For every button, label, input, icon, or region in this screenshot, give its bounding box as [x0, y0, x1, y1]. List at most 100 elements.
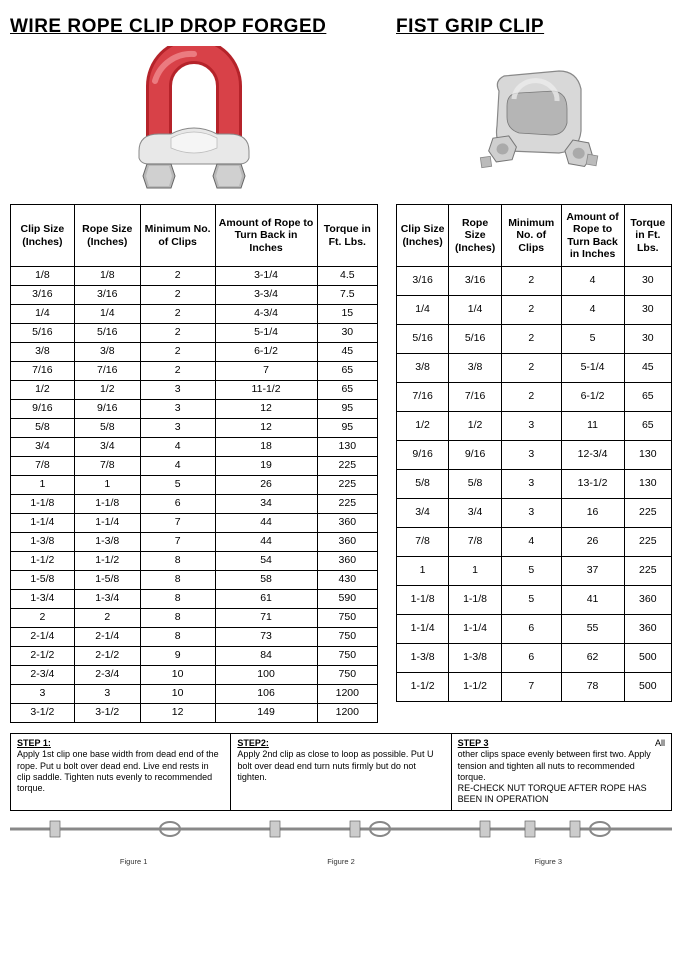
table-cell: 6-1/2: [215, 343, 317, 362]
table-row: 11526225: [11, 476, 378, 495]
step-title: STEP 3: [458, 738, 489, 748]
table-cell: 5/16: [397, 325, 449, 354]
table-cell: 750: [317, 609, 377, 628]
table-cell: 65: [624, 412, 671, 441]
table-cell: 78: [561, 673, 624, 702]
table-cell: 58: [215, 571, 317, 590]
figure-1-label: Figure 1: [30, 857, 237, 866]
table-cell: 9: [140, 647, 215, 666]
table-cell: 1: [449, 557, 502, 586]
table-cell: 3: [74, 685, 140, 704]
table-cell: 9/16: [397, 441, 449, 470]
table-cell: 3: [140, 400, 215, 419]
table-cell: 2: [501, 296, 561, 325]
table-cell: 130: [624, 470, 671, 499]
table-cell: 360: [317, 533, 377, 552]
table-cell: 1/2: [74, 381, 140, 400]
table-cell: 54: [215, 552, 317, 571]
table-cell: 1/8: [11, 267, 75, 286]
table-cell: 590: [317, 590, 377, 609]
table-row: 33101061200: [11, 685, 378, 704]
table-cell: 95: [317, 400, 377, 419]
table-cell: 13-1/2: [561, 470, 624, 499]
table-cell: 1-1/8: [11, 495, 75, 514]
installation-steps: STEP 1:Apply 1st clip one base width fro…: [10, 733, 672, 811]
table-row: 1-1/41-1/4655360: [397, 615, 672, 644]
table-cell: 5-1/4: [215, 324, 317, 343]
table-cell: 1/4: [11, 305, 75, 324]
table-cell: 3/4: [449, 499, 502, 528]
table-cell: 7: [140, 514, 215, 533]
table-cell: 100: [215, 666, 317, 685]
table-cell: 9/16: [74, 400, 140, 419]
table-cell: 3-1/2: [74, 704, 140, 723]
table-cell: 5/16: [11, 324, 75, 343]
table-cell: 34: [215, 495, 317, 514]
step-2: STEP2:Apply 2nd clip as close to loop as…: [231, 734, 451, 810]
table-cell: 3-3/4: [215, 286, 317, 305]
table-row: 1-1/21-1/2854360: [11, 552, 378, 571]
table-row: 1-3/81-3/8744360: [11, 533, 378, 552]
table-cell: 5: [561, 325, 624, 354]
step-body: Apply 2nd clip as close to loop as possi…: [237, 749, 433, 782]
step-body: other clips space evenly between first t…: [458, 749, 651, 804]
table-row: 5/165/162530: [397, 325, 672, 354]
table-cell: 71: [215, 609, 317, 628]
drop-forged-header-row: Clip Size (Inches)Rope Size (Inches)Mini…: [11, 205, 378, 267]
table-cell: 12: [215, 419, 317, 438]
table-cell: 149: [215, 704, 317, 723]
table-cell: 65: [624, 383, 671, 412]
table-cell: 3/16: [397, 267, 449, 296]
step-title: STEP 1:: [17, 738, 51, 748]
table-cell: 1/2: [397, 412, 449, 441]
table-cell: 1200: [317, 685, 377, 704]
table-cell: 7: [140, 533, 215, 552]
table-cell: 8: [140, 628, 215, 647]
table-cell: 45: [624, 354, 671, 383]
table-cell: 6-1/2: [561, 383, 624, 412]
table-row: 9/169/1631295: [11, 400, 378, 419]
table-cell: 2: [140, 305, 215, 324]
table-cell: 8: [140, 571, 215, 590]
table-cell: 3-1/4: [215, 267, 317, 286]
table-cell: 1-5/8: [11, 571, 75, 590]
drop-forged-column: WIRE ROPE CLIP DROP FORGED Clip Size (In…: [10, 10, 378, 723]
table-cell: 2: [501, 267, 561, 296]
table-cell: 5/8: [11, 419, 75, 438]
table-cell: 5/16: [74, 324, 140, 343]
table-cell: 1: [397, 557, 449, 586]
table-cell: 2: [140, 324, 215, 343]
table-cell: 4-3/4: [215, 305, 317, 324]
table-cell: 225: [624, 499, 671, 528]
table-row: 2-1/42-1/4873750: [11, 628, 378, 647]
table-cell: 3: [501, 441, 561, 470]
table-cell: 1-1/2: [74, 552, 140, 571]
table-cell: 1/2: [449, 412, 502, 441]
table-row: 1-5/81-5/8858430: [11, 571, 378, 590]
drop-forged-header-1: Rope Size (Inches): [74, 205, 140, 267]
drop-forged-header-4: Torque in Ft. Lbs.: [317, 205, 377, 267]
fist-grip-header-3: Amount of Rope to Turn Back in Inches: [561, 205, 624, 267]
drop-forged-table: Clip Size (Inches)Rope Size (Inches)Mini…: [10, 204, 378, 723]
figure-labels-row: Figure 1 Figure 2 Figure 3: [10, 857, 672, 866]
table-row: 7/167/162765: [11, 362, 378, 381]
table-cell: 10: [140, 666, 215, 685]
table-cell: 73: [215, 628, 317, 647]
table-cell: 2-1/4: [11, 628, 75, 647]
table-cell: 30: [624, 296, 671, 325]
table-cell: 4: [501, 528, 561, 557]
table-cell: 2: [140, 286, 215, 305]
table-cell: 1-1/2: [11, 552, 75, 571]
table-row: 1-1/21-1/2778500: [397, 673, 672, 702]
table-row: 5/165/1625-1/430: [11, 324, 378, 343]
table-cell: 5/16: [449, 325, 502, 354]
table-cell: 4: [561, 296, 624, 325]
drop-forged-header-0: Clip Size (Inches): [11, 205, 75, 267]
table-row: 1-1/41-1/4744360: [11, 514, 378, 533]
table-cell: 2: [140, 267, 215, 286]
table-row: 1/81/823-1/44.5: [11, 267, 378, 286]
two-column-layout: WIRE ROPE CLIP DROP FORGED Clip Size (In…: [10, 10, 672, 723]
table-cell: 360: [317, 552, 377, 571]
table-cell: 11: [561, 412, 624, 441]
table-cell: 225: [624, 528, 671, 557]
